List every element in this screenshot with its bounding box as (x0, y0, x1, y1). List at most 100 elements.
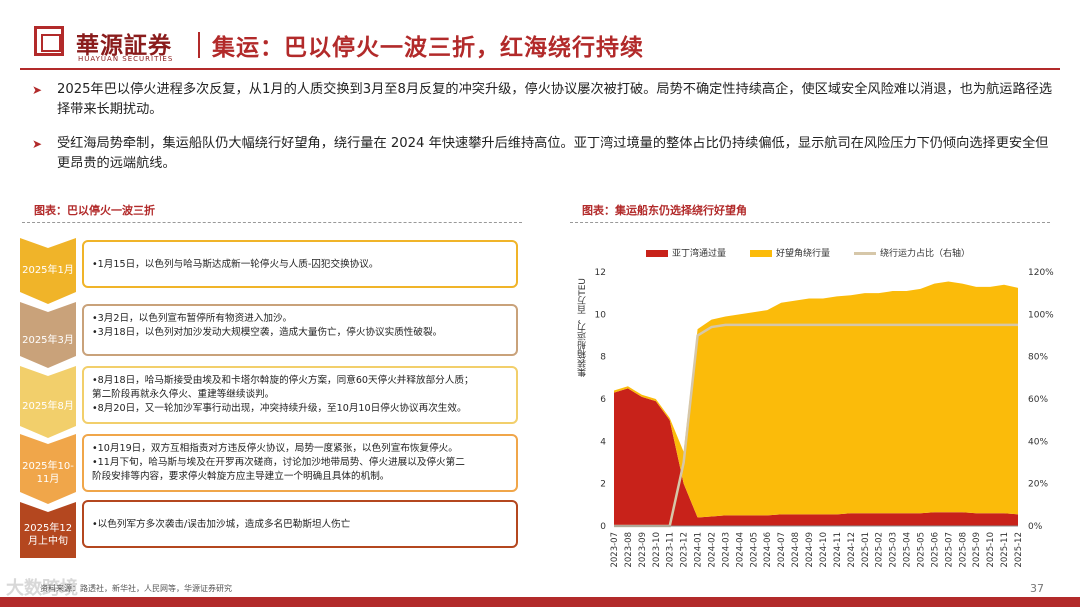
timeline-text: •3月2日，以色列宣布暂停所有物资进入加沙。 (92, 313, 293, 324)
timeline-text: 阶段安排等内容，要求停火斡旋方应主导建立一个明确且具体的机制。 (92, 471, 390, 482)
timeline-event-box: •8月18日，哈马斯接受由埃及和卡塔尔斡旋的停火方案，同意60天停火并释放部分人… (82, 366, 518, 424)
arrow-icon: ➤ (32, 83, 43, 97)
y-tick-label: 8 (600, 353, 606, 363)
timeline-date: 2025年1月 (22, 265, 74, 276)
timeline-text: •8月18日，哈马斯接受由埃及和卡塔尔斡旋的停火方案，同意60天停火并释放部分人… (92, 375, 474, 386)
x-tick-label: 2025-03 (889, 532, 899, 568)
brand-logo-icon (34, 26, 64, 56)
x-tick-label: 2023-07 (610, 532, 620, 568)
y-tick-label: 6 (600, 395, 606, 405)
x-tick-label: 2025-05 (916, 532, 926, 568)
brand-name: 華源証券 (76, 32, 172, 59)
x-tick-label: 2025-02 (875, 532, 885, 568)
bullet-2: ➤ 受红海局势牵制，集运船队仍大幅绕行好望角，绕行量在 2024 年快速攀升后维… (32, 134, 1062, 176)
timeline-marker-1: 2025年1月 (20, 238, 76, 304)
x-tick-label: 2023-10 (652, 532, 662, 568)
bullet-1: ➤ 2025年巴以停火进程多次反复，从1月的人质交换到3月至8月反复的冲突升级，… (32, 80, 1062, 122)
x-tick-label: 2024-10 (819, 532, 829, 568)
chevron-shape (20, 502, 76, 558)
timeline-date: 2025年10-11月 (22, 461, 74, 485)
timeline-date: 2025年3月 (22, 335, 74, 346)
legend-swatch-aden (646, 250, 668, 257)
x-tick-label: 2024-11 (833, 532, 843, 568)
figure-rule-left (22, 222, 522, 223)
x-tick-label: 2023-12 (680, 532, 690, 568)
arrow-icon: ➤ (32, 137, 43, 151)
y-tick-label: 2 (600, 480, 606, 490)
y-tick-label: 0 (600, 522, 606, 532)
x-tick-label: 2024-01 (694, 532, 704, 568)
chevron-shape (20, 238, 76, 304)
x-tick-label: 2025-12 (1014, 532, 1024, 568)
y-tick-label: 10 (595, 310, 607, 320)
x-tick-label: 2024-07 (777, 532, 787, 568)
page-title: 集运：巴以停火一波三折，红海绕行持续 (212, 35, 644, 61)
watermark: 大数跨境 (6, 578, 78, 599)
x-tick-label: 2024-09 (805, 532, 815, 568)
figure-title-left: 图表：巴以停火一波三折 (34, 204, 155, 217)
timeline-text: •以色列军方多次袭击/误击加沙城，造成多名巴勒斯坦人伤亡 (92, 519, 351, 530)
x-tick-label: 2025-08 (958, 532, 968, 568)
legend-label: 亚丁湾通过量 (672, 249, 727, 259)
timeline-text: •8月20日，又一轮加沙军事行动出现，冲突持续升级，至10月10日停火协议再次生… (92, 403, 467, 414)
timeline-date: 2025年12月上中旬 (23, 523, 73, 547)
header-divider (198, 32, 200, 58)
timeline-marker-5: 2025年12月上中旬 (20, 502, 76, 558)
bullet-text: 受红海局势牵制，集运船队仍大幅绕行好望角，绕行量在 2024 年快速攀升后维持高… (57, 136, 1049, 171)
x-tick-label: 2025-11 (1000, 532, 1010, 568)
timeline-text: •1月15日，以色列与哈马斯达成新一轮停火与人质-囚犯交换协议。 (92, 259, 379, 270)
x-tick-label: 2023-09 (638, 532, 648, 568)
x-tick-label: 2025-10 (986, 532, 996, 568)
timeline-event-box: •以色列军方多次袭击/误击加沙城，造成多名巴勒斯坦人伤亡 (82, 500, 518, 548)
x-tick-label: 2024-08 (791, 532, 801, 568)
series-line-share (614, 323, 1018, 528)
x-tick-label: 2024-05 (749, 532, 759, 568)
figure-title-right: 图表：集运船东仍选择绕行好望角 (582, 204, 747, 217)
bullet-text: 2025年巴以停火进程多次反复，从1月的人质交换到3月至8月反复的冲突升级，停火… (57, 82, 1053, 117)
x-tick-label: 2023-08 (624, 532, 634, 568)
y-tick-label: 4 (600, 437, 606, 447)
timeline-text: •3月18日，以色列对加沙发动大规模空袭，造成大量伤亡，停火协议实质性破裂。 (92, 327, 443, 338)
chevron-shape (20, 366, 76, 438)
x-tick-label: 2024-02 (708, 532, 718, 568)
x-tick-label: 2024-12 (847, 532, 857, 568)
legend-swatch-cape (750, 250, 772, 257)
timeline-marker-4: 2025年10-11月 (20, 434, 76, 504)
timeline-event-box: •1月15日，以色列与哈马斯达成新一轮停火与人质-囚犯交换协议。 (82, 240, 518, 288)
x-tick-label: 2025-07 (944, 532, 954, 568)
y2-tick-label: 40% (1028, 437, 1048, 447)
y-tick-label: 12 (595, 268, 606, 278)
y2-tick-label: 80% (1028, 353, 1048, 363)
y2-tick-label: 60% (1028, 395, 1048, 405)
chevron-shape (20, 302, 76, 368)
chevron-shape (20, 434, 76, 504)
x-tick-label: 2025-04 (903, 532, 913, 568)
y2-tick-label: 100% (1028, 310, 1054, 320)
timeline-event-box: •3月2日，以色列宣布暂停所有物资进入加沙。 •3月18日，以色列对加沙发动大规… (82, 304, 518, 356)
x-tick-label: 2023-11 (666, 532, 676, 568)
y2-tick-label: 120% (1028, 268, 1054, 278)
legend-label: 好望角绕行量 (776, 249, 831, 259)
timeline-text: •10月19日，双方互相指责对方违反停火协议，局势一度紧张，以色列宣布恢复停火。 (92, 443, 458, 454)
timeline-text: •11月下旬，哈马斯与埃及在开罗再次磋商，讨论加沙地带局势、停火进展以及停火第二 (92, 457, 465, 468)
series-area-cape (614, 281, 1018, 518)
source-note: 资料来源：路透社，新华社，人民网等，华源证券研究 (40, 584, 232, 593)
x-tick-label: 2024-06 (763, 532, 773, 568)
legend-label: 绕行运力占比（右轴） (880, 249, 971, 259)
page-number: 37 (1030, 582, 1044, 595)
timeline-text: 第二阶段再就永久停火、重建等继续谈判。 (92, 389, 275, 400)
x-tick-label: 2025-06 (930, 532, 940, 568)
y2-tick-label: 0% (1028, 522, 1043, 532)
x-tick-label: 2024-03 (721, 532, 731, 568)
header-rule (20, 68, 1060, 70)
timeline-marker-2: 2025年3月 (20, 302, 76, 368)
timeline-event-box: •10月19日，双方互相指责对方违反停火协议，局势一度紧张，以色列宣布恢复停火。… (82, 434, 518, 492)
brand-name-en: HUAYUAN SECURITIES (78, 55, 174, 63)
x-tick-label: 2024-04 (735, 532, 745, 568)
timeline-date: 2025年8月 (22, 401, 74, 412)
x-tick-label: 2025-01 (861, 532, 871, 568)
series-area-aden (614, 388, 1018, 526)
legend-swatch-share (854, 252, 876, 255)
